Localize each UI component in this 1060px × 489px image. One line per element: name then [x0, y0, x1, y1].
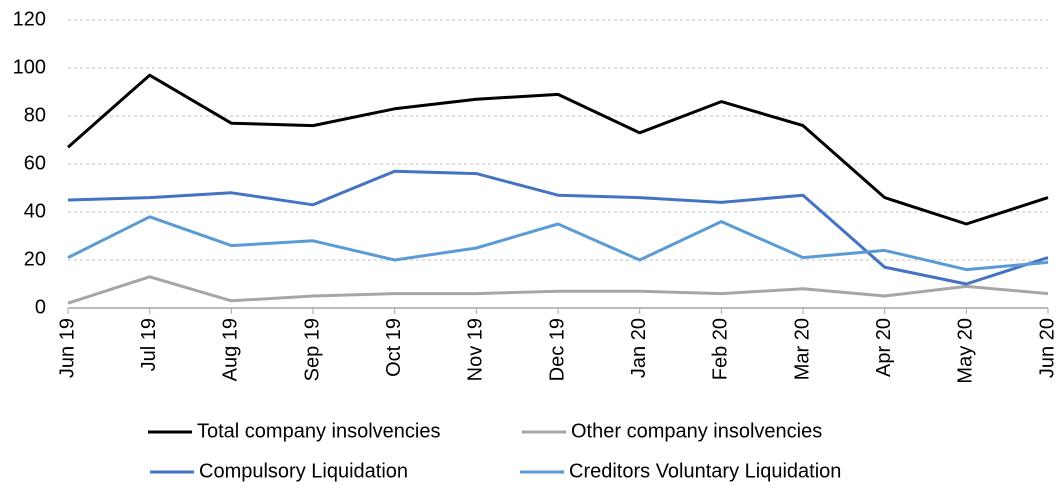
y-tick-label: 100 [13, 56, 46, 78]
y-tick-label: 40 [24, 200, 46, 222]
x-tick-label: Jan 20 [628, 318, 650, 378]
y-tick-label: 20 [24, 248, 46, 270]
x-tick-label: Jul 19 [138, 318, 160, 371]
legend-label: Total company insolvencies [197, 420, 440, 442]
y-tick-label: 120 [13, 8, 46, 30]
x-tick-label: Mar 20 [791, 318, 813, 380]
x-tick-label: Sep 19 [301, 318, 323, 381]
x-tick-label: Feb 20 [710, 318, 732, 380]
x-tick-label: Dec 19 [546, 318, 568, 381]
x-tick-label: May 20 [955, 318, 977, 384]
series-line [67, 169, 1049, 286]
legend-label: Creditors Voluntary Liquidation [569, 460, 841, 482]
y-tick-label: 0 [35, 296, 46, 318]
series-line [67, 215, 1049, 272]
x-tick-label: Apr 20 [873, 318, 895, 377]
legend-label: Compulsory Liquidation [199, 460, 408, 482]
series-line [67, 73, 1049, 226]
legend-label: Other company insolvencies [571, 420, 822, 442]
y-tick-label: 60 [24, 152, 46, 174]
x-tick-label: Nov 19 [465, 318, 487, 381]
y-tick-label: 80 [24, 104, 46, 126]
x-tick-label: Oct 19 [383, 318, 405, 377]
x-tick-label: Aug 19 [220, 318, 242, 381]
x-tick-label: Jun 19 [56, 318, 78, 378]
series-line [67, 275, 1049, 305]
x-tick-label: Jun 20 [1036, 318, 1058, 378]
